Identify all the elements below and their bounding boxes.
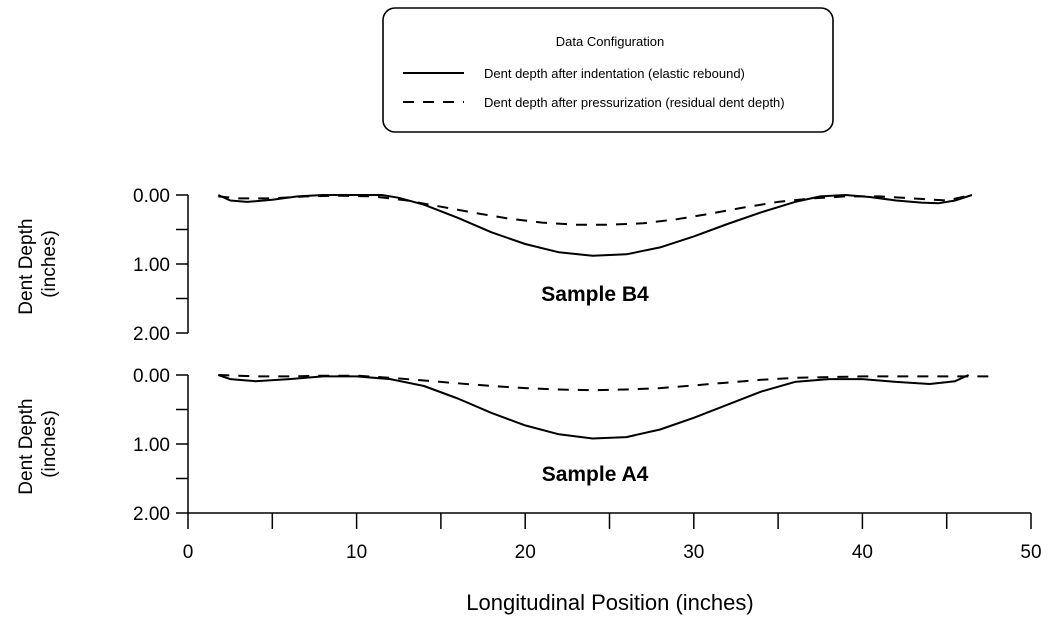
series-solid-b4 [217, 194, 973, 257]
x-axis: 0 10 20 30 40 50 [183, 512, 1042, 563]
panel-sample-b4: 0.00 1.00 2.00 Sample B4 Dent Depth (inche… [16, 186, 973, 345]
y-tick-label-a4: 2.00 [133, 504, 170, 525]
y-axis-title-a4: Dent Depth (inches) [16, 393, 60, 494]
y-axis-a4: 0.00 1.00 2.00 [133, 366, 189, 525]
y-tick-label-b4: 1.00 [133, 255, 170, 276]
legend-box [382, 7, 834, 133]
x-tick-label: 40 [852, 542, 873, 563]
y-tick-label-a4: 0.00 [133, 366, 170, 387]
y-tick-label-b4: 2.00 [133, 324, 170, 345]
legend-label-elastic-rebound: Dent depth after indentation (elastic re… [484, 66, 745, 81]
y-tick-label-a4: 1.00 [133, 435, 170, 456]
x-tick-label: 20 [515, 542, 536, 563]
series-group-b4 [217, 194, 973, 257]
y-axis-b4: 0.00 1.00 2.00 [133, 186, 189, 345]
y-axis-title-b4-line2: (inches) [39, 230, 60, 298]
y-axis-title-b4: Dent Depth (inches) [16, 213, 60, 314]
x-axis-title: Longitudinal Position (inches) [466, 590, 753, 615]
x-tick-label: 0 [183, 542, 194, 563]
x-tick-label: 50 [1020, 542, 1041, 563]
y-axis-title-b4-line1: Dent Depth [16, 219, 37, 315]
y-tick-label-b4: 0.00 [133, 186, 170, 207]
panel-label-a4: Sample A4 [542, 463, 649, 486]
x-tick-label: 10 [346, 542, 367, 563]
x-tick-label: 30 [683, 542, 704, 563]
legend: Data Configuration Dent depth after inde… [382, 7, 834, 133]
panel-label-b4: Sample B4 [541, 283, 649, 306]
series-dashed-b4 [218, 194, 973, 226]
series-solid-a4 [217, 374, 970, 440]
legend-label-residual-dent-depth: Dent depth after pressurization (residua… [484, 95, 785, 110]
legend-title: Data Configuration [556, 34, 664, 49]
series-dashed-a4 [218, 374, 989, 392]
series-group-a4 [217, 374, 989, 440]
y-axis-title-a4-line2: (inches) [39, 410, 60, 478]
y-axis-title-a4-line1: Dent Depth [16, 399, 37, 495]
panel-sample-a4: 0.00 1.00 2.00 Sample A4 Dent Depth (inche… [16, 366, 989, 525]
